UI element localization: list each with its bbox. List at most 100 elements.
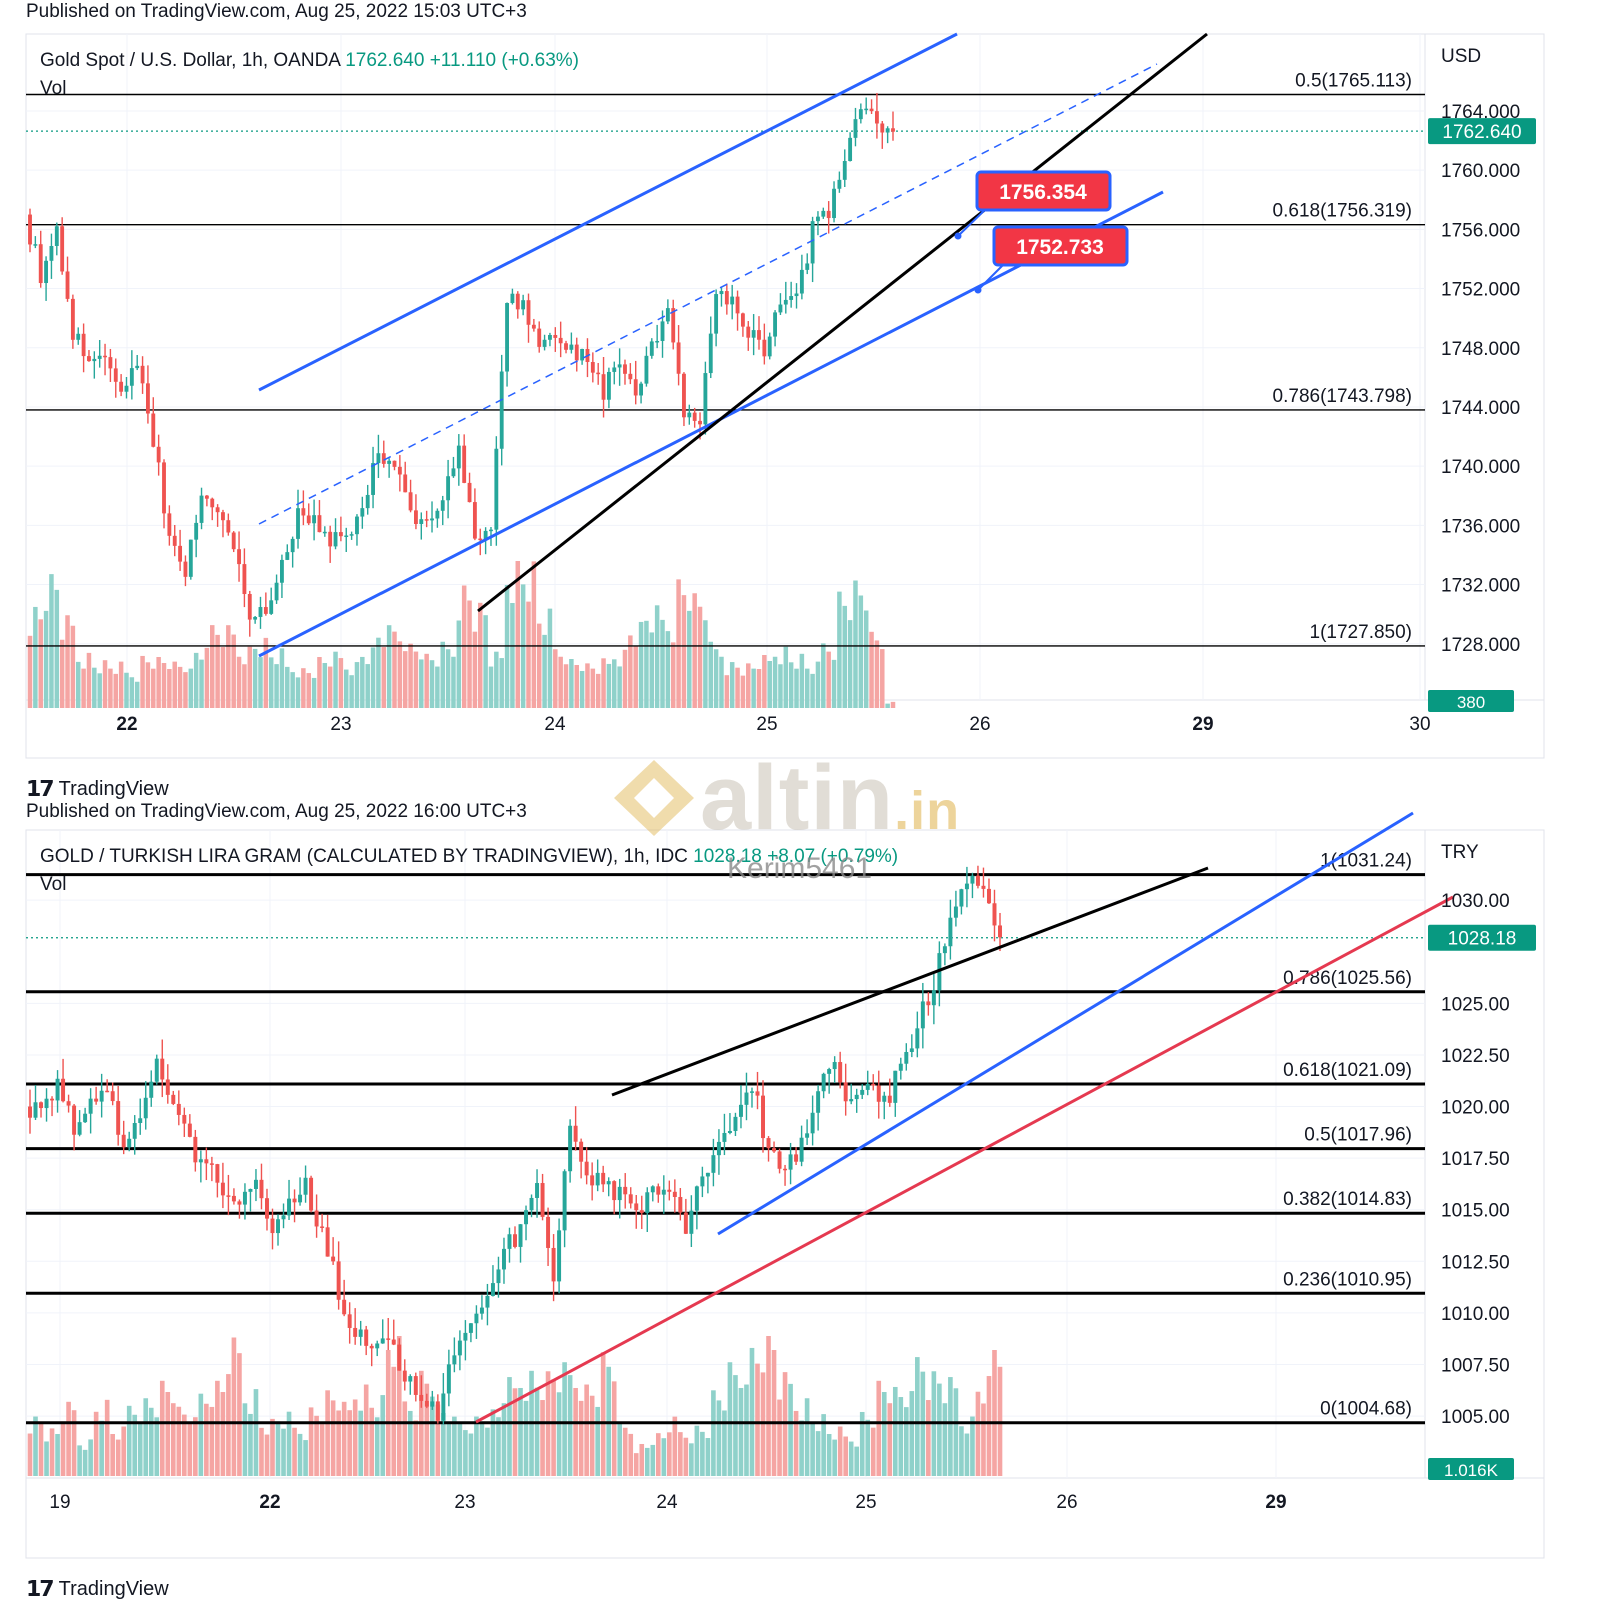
volume-bar xyxy=(553,649,558,708)
candle-body xyxy=(220,1182,225,1196)
candle-body xyxy=(129,368,134,386)
x-tick-label: 26 xyxy=(969,714,990,735)
candle-body xyxy=(419,1394,424,1401)
volume-bar xyxy=(369,1407,375,1476)
try-chart[interactable]: 1(1031.24)0.786(1025.56)0.618(1021.09)0.… xyxy=(0,800,1600,1600)
volume-bar xyxy=(226,625,231,708)
candle-body xyxy=(546,1216,551,1248)
volume-bar xyxy=(633,645,638,708)
candle-body xyxy=(891,128,895,132)
candle-body xyxy=(325,1227,330,1257)
candle-body xyxy=(414,510,418,525)
volume-bar xyxy=(132,1414,138,1476)
symbol-name: GOLD / TURKISH LIRA GRAM (CALCULATED BY … xyxy=(40,846,693,867)
volume-bar xyxy=(595,673,601,708)
y-tick-label: 1010.00 xyxy=(1441,1304,1510,1325)
candle-body xyxy=(215,1164,220,1183)
volume-bar xyxy=(270,1418,275,1476)
candle-body xyxy=(83,1113,88,1123)
volume-bar xyxy=(595,1406,600,1476)
volume-bar xyxy=(242,664,247,708)
volume-bar xyxy=(711,1390,716,1476)
candle-body xyxy=(716,1141,721,1156)
usd-chart[interactable]: 0.5(1765.113) 0.618(1756.319) 0.786(1743.7… xyxy=(0,0,1600,800)
volume-bar xyxy=(687,610,692,708)
volume-bar xyxy=(713,649,719,708)
candle-body xyxy=(529,1197,534,1211)
volume-bar xyxy=(694,1425,700,1476)
volume-tag xyxy=(1428,1458,1514,1480)
candle-body xyxy=(810,221,815,264)
volume-bar xyxy=(220,1392,226,1476)
candle-body xyxy=(719,291,724,295)
candle-body xyxy=(386,1338,391,1340)
volume-bar xyxy=(360,656,365,708)
volume-bar xyxy=(170,1403,176,1476)
volume-bar xyxy=(536,623,542,708)
candle-body xyxy=(714,294,719,334)
candle-body xyxy=(655,340,660,343)
volume-bar xyxy=(336,1410,341,1476)
volume-bar xyxy=(937,1383,942,1476)
candle-body xyxy=(553,334,558,338)
volume-bar xyxy=(38,1423,44,1476)
candle-body xyxy=(700,1176,705,1187)
tradingview-brand-bottom[interactable]: 𝟭𝟳 TradingView xyxy=(26,1576,169,1602)
candle-body xyxy=(204,495,209,499)
candle-body xyxy=(451,468,456,477)
volume-bar xyxy=(799,653,805,708)
volume-bar xyxy=(209,1406,215,1476)
candle-body xyxy=(194,522,199,540)
volume-bar xyxy=(547,608,553,708)
candle-body xyxy=(542,339,547,347)
candle-body xyxy=(788,1154,793,1170)
volume-bar xyxy=(926,1400,931,1476)
candle-body xyxy=(569,344,574,350)
tradingview-brand-top[interactable]: 𝟭𝟳 TradingView xyxy=(26,776,169,802)
volume-bar xyxy=(617,1421,623,1476)
x-tick-label: 24 xyxy=(656,1492,678,1513)
candle-body xyxy=(60,226,65,272)
volume-bar xyxy=(124,672,129,708)
candle-body xyxy=(440,500,445,511)
candle-body xyxy=(419,519,424,525)
volume-bar xyxy=(590,668,596,708)
volume-bar xyxy=(354,662,360,708)
volume-bar xyxy=(27,635,33,708)
candle-body xyxy=(601,374,606,400)
volume-bar xyxy=(60,1421,66,1476)
volume-bar xyxy=(451,656,456,708)
volume-bar xyxy=(306,673,311,708)
x-tick-label: 29 xyxy=(1192,714,1213,735)
candle-body xyxy=(187,1123,192,1137)
volume-bar xyxy=(981,1403,986,1476)
volume-bar xyxy=(402,651,408,708)
volume-bar xyxy=(837,591,842,708)
volume-bar xyxy=(445,649,451,708)
volume-bar xyxy=(903,1407,909,1476)
candle-body xyxy=(821,1073,826,1092)
candle-body xyxy=(446,1364,451,1394)
volume-bar xyxy=(772,656,778,708)
symbol-legend: Gold Spot / U.S. Dollar, 1h, OANDA 1762.… xyxy=(40,50,579,71)
volume-bar xyxy=(705,1438,711,1476)
candle-body xyxy=(474,1313,479,1324)
volume-bar xyxy=(749,1347,755,1476)
volume-bar xyxy=(113,673,119,708)
volume-bar xyxy=(644,1447,650,1476)
volume-bar xyxy=(187,1422,193,1476)
candle-body xyxy=(380,1338,385,1344)
volume-bar xyxy=(129,677,135,708)
candle-body xyxy=(893,1070,898,1103)
volume-bar xyxy=(248,1413,253,1476)
volume-bar xyxy=(512,1388,518,1476)
candle-body xyxy=(276,1219,280,1234)
volume-bar xyxy=(612,659,617,708)
candle-body xyxy=(209,1163,214,1165)
candle-body xyxy=(986,888,991,904)
candle-body xyxy=(660,321,665,341)
volume-bar xyxy=(617,666,622,708)
volume-bar xyxy=(826,1434,832,1476)
volume-bar xyxy=(396,1336,402,1476)
volume-bar xyxy=(237,1353,242,1476)
